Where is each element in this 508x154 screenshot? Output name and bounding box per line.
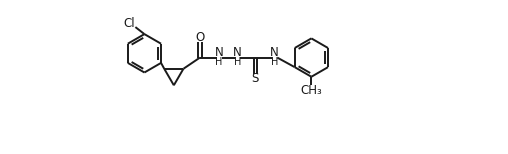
Text: CH₃: CH₃	[301, 84, 322, 97]
Text: N: N	[270, 46, 279, 59]
Text: H: H	[215, 57, 223, 67]
Text: Cl: Cl	[123, 17, 135, 30]
Text: N: N	[233, 46, 242, 59]
Text: N: N	[215, 46, 224, 59]
Text: H: H	[271, 57, 278, 67]
Text: H: H	[234, 57, 241, 67]
Text: O: O	[196, 31, 205, 44]
Text: S: S	[251, 72, 259, 85]
